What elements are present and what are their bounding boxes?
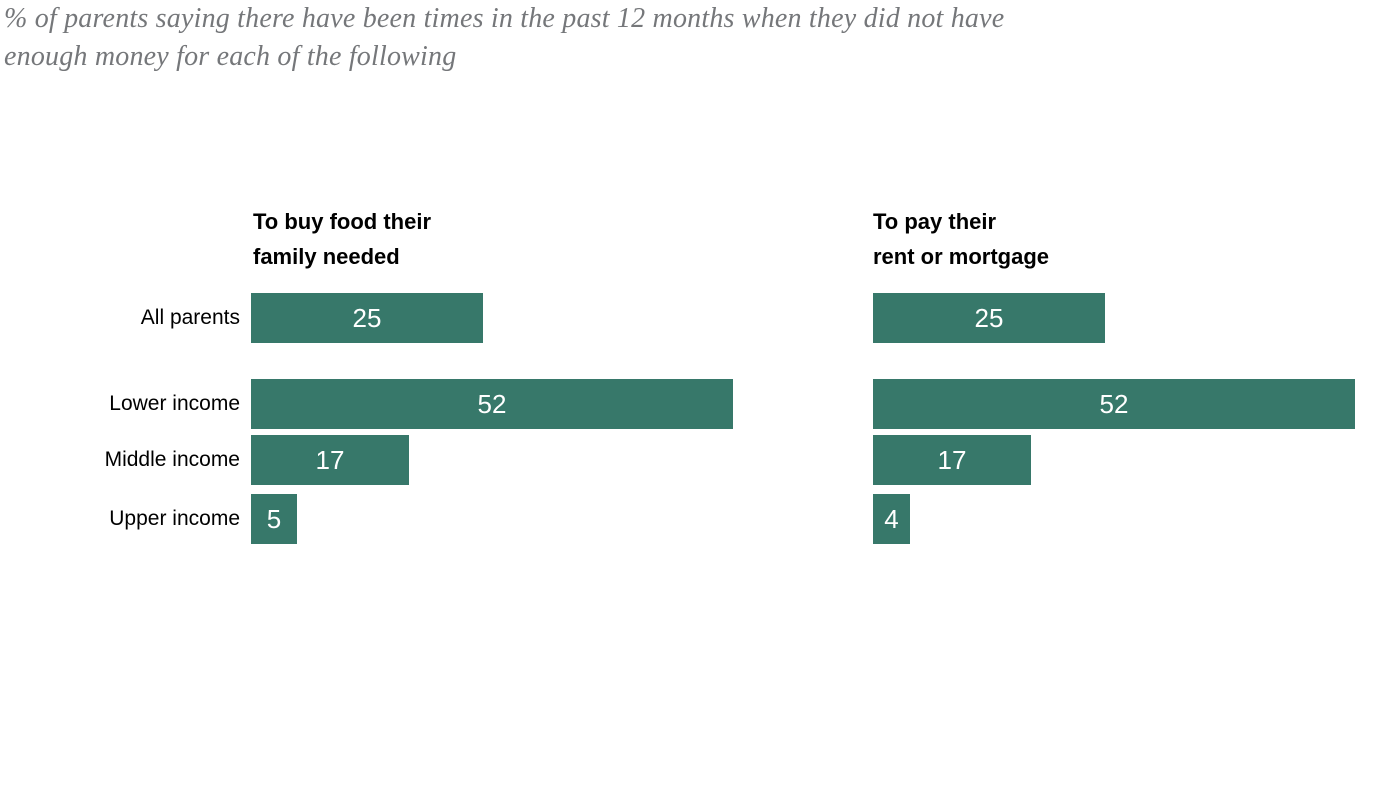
bar-value-label: 4 [884,504,899,534]
bar-food-upper-income: 5 [251,494,297,544]
bar-value-label: 52 [477,389,507,419]
column-header-food-line-2: family needed [253,244,400,269]
bar-food-middle-income: 17 [251,435,409,485]
row-label-all-parents: All parents [140,306,240,329]
column-header-rent-line-2: rent or mortgage [873,244,1050,269]
chart-description: % of parents saying there have been time… [4,0,1004,76]
bar-rent-middle-income: 17 [873,435,1031,485]
bar-value-label: 17 [937,445,967,475]
row-label-upper-income: Upper income [109,507,240,530]
column-header-rent: To pay their rent or mortgage [873,204,1049,274]
column-header-food-line-1: To buy food their [253,209,432,234]
bar-value-label: 52 [1099,389,1129,419]
bar-value-label: 25 [974,303,1004,333]
chart-description-line-1: % of parents saying there have been time… [4,3,1005,34]
chart-description-line-2: enough money for each of the following [4,41,457,72]
bar-value-label: 17 [315,445,345,475]
bar-food-lower-income: 52 [251,379,733,429]
column-header-rent-line-1: To pay their [873,209,997,234]
bar-rent-all-parents: 25 [873,293,1105,343]
row-label-lower-income: Lower income [109,392,240,415]
row-label-middle-income: Middle income [104,448,240,471]
bar-value-label: 5 [266,504,282,534]
bar-rent-lower-income: 52 [873,379,1355,429]
column-header-food: To buy food their family needed [253,204,431,274]
bar-rent-upper-income: 4 [873,494,910,544]
bar-food-all-parents: 25 [251,293,483,343]
bar-value-label: 25 [352,303,382,333]
